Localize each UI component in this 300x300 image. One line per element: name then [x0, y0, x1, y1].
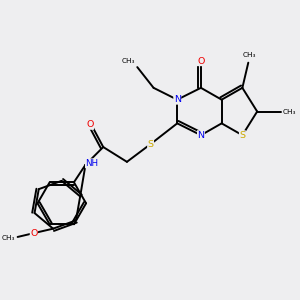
- Text: O: O: [197, 57, 205, 66]
- Text: O: O: [86, 120, 94, 129]
- Text: CH₃: CH₃: [2, 236, 16, 242]
- Text: CH₃: CH₃: [242, 52, 256, 58]
- Text: CH₃: CH₃: [283, 109, 296, 115]
- Text: S: S: [239, 131, 245, 140]
- Text: N: N: [197, 131, 204, 140]
- Text: S: S: [148, 140, 154, 148]
- Text: N: N: [174, 95, 181, 104]
- Text: CH₃: CH₃: [122, 58, 135, 64]
- Text: O: O: [30, 229, 38, 238]
- Text: NH: NH: [85, 159, 99, 168]
